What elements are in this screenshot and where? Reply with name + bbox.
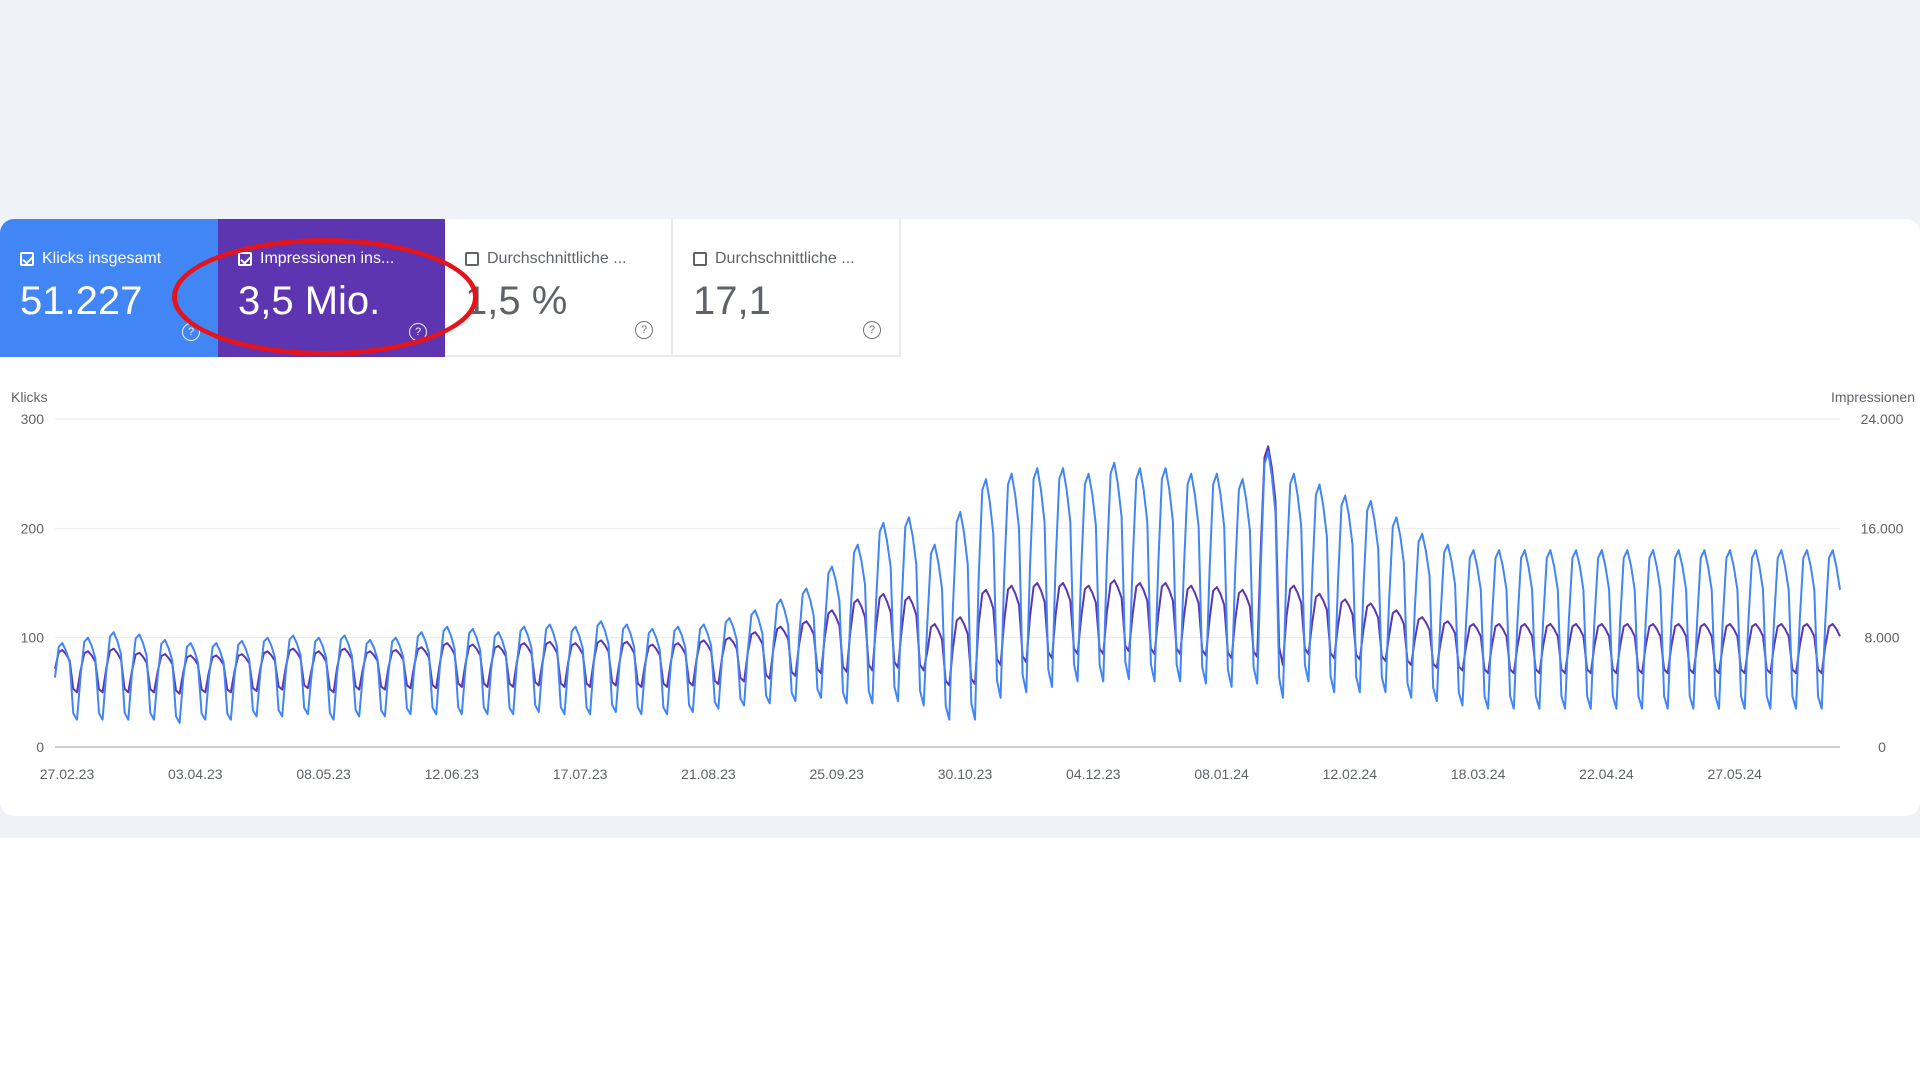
y-tick-label-right: 24.000 bbox=[1861, 411, 1904, 427]
x-tick-label: 27.02.23 bbox=[40, 766, 95, 782]
x-tick-label: 12.02.24 bbox=[1323, 766, 1378, 782]
left-axis-label: Klicks bbox=[11, 389, 48, 405]
help-icon[interactable]: ? bbox=[863, 321, 881, 339]
metric-label-ctr: Durchschnittliche ... bbox=[487, 250, 627, 267]
x-tick-label: 27.05.24 bbox=[1707, 766, 1762, 782]
checkbox-checked-icon[interactable] bbox=[20, 252, 34, 266]
x-tick-label: 25.09.23 bbox=[809, 766, 864, 782]
x-tick-label: 08.01.24 bbox=[1194, 766, 1249, 782]
x-tick-label: 30.10.23 bbox=[938, 766, 993, 782]
metric-label-clicks: Klicks insgesamt bbox=[42, 250, 162, 267]
metric-value-position: 17,1 bbox=[693, 279, 771, 323]
y-tick-label-left: 300 bbox=[21, 411, 45, 427]
y-tick-label-right: 0 bbox=[1878, 739, 1886, 755]
metric-value-clicks: 51.227 bbox=[20, 279, 143, 323]
y-tick-label-left: 100 bbox=[21, 630, 45, 646]
x-tick-label: 18.03.24 bbox=[1451, 766, 1506, 782]
help-icon[interactable]: ? bbox=[635, 321, 653, 339]
metric-value-ctr: 1,5 % bbox=[465, 279, 568, 323]
checkbox-unchecked-icon[interactable] bbox=[693, 252, 707, 266]
y-tick-label-left: 0 bbox=[36, 739, 44, 755]
x-tick-label: 04.12.23 bbox=[1066, 766, 1121, 782]
y-tick-label-left: 200 bbox=[21, 520, 45, 536]
metric-card-position[interactable]: Durchschnittliche ... 17,1 ? bbox=[673, 219, 901, 357]
metric-label-position: Durchschnittliche ... bbox=[715, 250, 855, 267]
y-tick-label-right: 8.000 bbox=[1864, 630, 1899, 646]
y-tick-label-right: 16.000 bbox=[1861, 520, 1904, 536]
x-tick-label: 21.08.23 bbox=[681, 766, 736, 782]
performance-chart: Klicks Impressionen 0 100 200 300 0 8.000 16.… bbox=[11, 389, 1915, 782]
x-tick-label: 12.06.23 bbox=[425, 766, 480, 782]
metric-card-ctr[interactable]: Durchschnittliche ... 1,5 % ? bbox=[445, 219, 673, 357]
series-line-klicks bbox=[54, 450, 1841, 724]
x-tick-label: 08.05.23 bbox=[296, 766, 351, 782]
checkbox-unchecked-icon[interactable] bbox=[465, 252, 479, 266]
x-tick-label: 17.07.23 bbox=[553, 766, 608, 782]
highlight-ellipse bbox=[172, 238, 478, 356]
right-axis-label: Impressionen bbox=[1831, 389, 1915, 405]
x-tick-label: 03.04.23 bbox=[168, 766, 223, 782]
x-tick-label: 22.04.24 bbox=[1579, 766, 1634, 782]
